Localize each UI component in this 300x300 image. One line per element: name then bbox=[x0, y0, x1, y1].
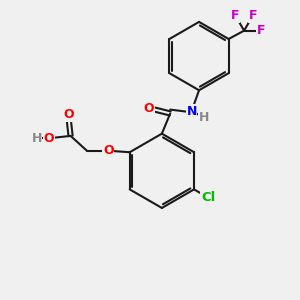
Text: H: H bbox=[32, 132, 42, 145]
Text: O: O bbox=[103, 144, 114, 157]
Text: F: F bbox=[257, 24, 266, 37]
Text: O: O bbox=[44, 132, 55, 145]
Text: F: F bbox=[231, 9, 240, 22]
Text: H: H bbox=[199, 111, 209, 124]
Text: N: N bbox=[186, 105, 197, 118]
Text: Cl: Cl bbox=[201, 191, 215, 204]
Text: F: F bbox=[248, 9, 257, 22]
Text: O: O bbox=[63, 108, 74, 121]
Text: O: O bbox=[143, 102, 154, 115]
